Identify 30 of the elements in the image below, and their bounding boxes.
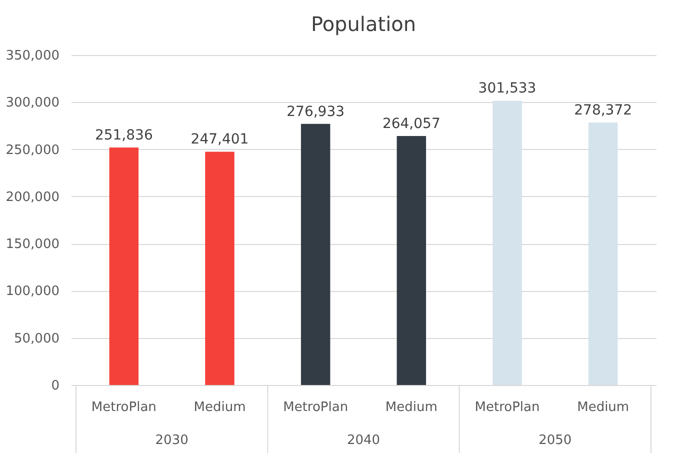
chart-title: Population [310, 12, 416, 36]
text: 2040 [346, 433, 380, 448]
data-label: 301,533 [478, 80, 536, 97]
data-label: 251,836 [94, 128, 153, 144]
data-label: 278,372 [574, 102, 632, 119]
x-tick-label: Medium [577, 400, 630, 415]
bar [492, 100, 522, 385]
bar [300, 124, 330, 385]
x-tick-label: Medium [194, 400, 246, 415]
bar [109, 148, 139, 385]
data-label: 247,401 [190, 132, 249, 148]
x-tick-label: MetroPlan [474, 400, 540, 415]
x-tick-label: Medium [385, 400, 438, 415]
y-tick-label: 300,000 [6, 96, 60, 111]
text: 2030 [155, 433, 188, 448]
y-tick-label: 200,000 [6, 190, 60, 205]
bar [205, 152, 234, 385]
y-tick-label: 150,000 [6, 237, 60, 252]
x-tick-label: MetroPlan [91, 400, 156, 415]
y-tick-label: 100,000 [6, 284, 60, 300]
y-tick-label: 350,000 [6, 48, 60, 64]
data-label: 276,933 [286, 104, 345, 120]
x-tick-label: MetroPlan [283, 400, 348, 415]
bar [588, 122, 618, 385]
bar [396, 136, 426, 385]
y-tick-label: 0 [51, 378, 60, 394]
y-tick-label: 50,000 [14, 331, 60, 346]
text: 2050 [538, 433, 572, 448]
data-label: 264,057 [382, 116, 440, 132]
y-tick-label: 250,000 [6, 142, 60, 158]
